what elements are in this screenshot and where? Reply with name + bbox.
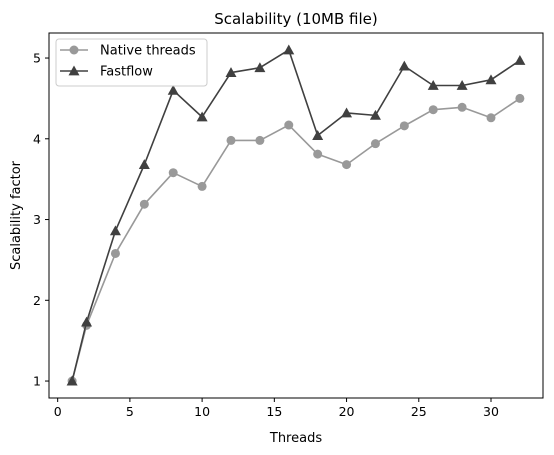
x-tick-label: 20 (339, 404, 355, 419)
data-point (515, 94, 524, 103)
data-point (429, 105, 438, 114)
y-tick-label: 5 (33, 51, 41, 66)
data-point (227, 136, 236, 145)
legend: Native threads Fastflow (56, 39, 207, 86)
x-tick-label: 25 (411, 404, 427, 419)
data-point (169, 168, 178, 177)
y-axis-label: Scalability factor (9, 160, 24, 270)
data-point (284, 121, 293, 130)
x-tick-label: 10 (194, 404, 210, 419)
y-tick-label: 4 (33, 131, 41, 146)
data-point (371, 139, 380, 148)
y-axis: 1 2 3 4 5 (33, 51, 49, 389)
data-point (487, 113, 496, 122)
data-point (111, 249, 120, 258)
series-layer (67, 44, 526, 385)
data-point (110, 225, 121, 235)
x-tick-label: 5 (126, 404, 134, 419)
data-point (341, 107, 352, 117)
plot-area (49, 33, 543, 398)
series-1 (68, 94, 525, 386)
data-point (140, 200, 149, 209)
data-point (283, 44, 294, 54)
data-point (514, 55, 525, 65)
legend-marker (70, 46, 79, 55)
data-point (342, 160, 351, 169)
y-tick-label: 3 (33, 212, 41, 227)
data-point (486, 74, 497, 84)
data-point (198, 182, 207, 191)
x-tick-label: 15 (266, 404, 282, 419)
data-point (458, 103, 467, 112)
y-tick-label: 1 (33, 374, 41, 389)
data-point (255, 136, 264, 145)
data-point (399, 61, 410, 71)
x-axis: 0 5 10 15 20 25 30 (54, 398, 499, 419)
data-point (81, 317, 92, 327)
x-tick-label: 0 (54, 404, 62, 419)
x-axis-label: Threads (269, 431, 322, 446)
data-point (254, 62, 265, 72)
series-2 (67, 44, 526, 385)
y-tick-label: 2 (33, 293, 41, 308)
series-line (72, 50, 520, 381)
data-point (313, 150, 322, 159)
data-point (400, 121, 409, 130)
legend-label: Fastflow (100, 65, 153, 80)
x-tick-label: 30 (483, 404, 499, 419)
data-point (139, 159, 150, 169)
legend-label: Native threads (100, 44, 196, 59)
series-line (72, 98, 520, 381)
chart-title: Scalability (10MB file) (214, 10, 378, 28)
